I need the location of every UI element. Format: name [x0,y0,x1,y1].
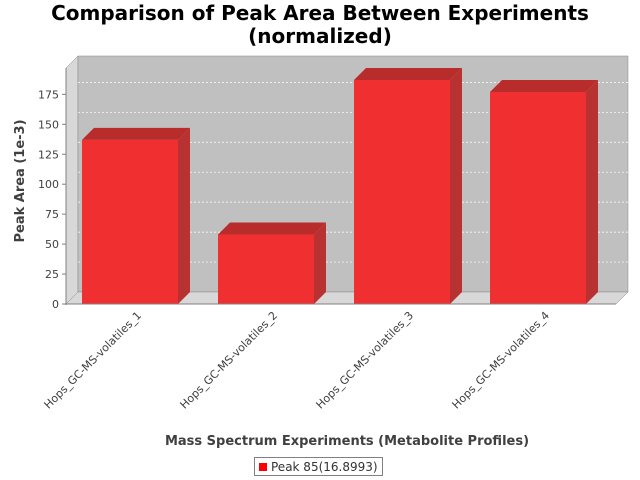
bar-top [354,67,462,80]
x-tick-label: Hops_GC-MS-volatiles_1 [42,309,145,412]
x-tick-label: Hops_GC-MS-volatiles_4 [450,309,553,412]
y-tick-label: 150 [38,118,59,131]
bar-front [354,79,450,304]
bar-side [178,127,190,304]
bar-front [218,234,314,304]
y-tick-label: 175 [38,88,59,101]
y-tick-label: 0 [52,298,59,311]
y-tick-label: 100 [38,178,59,191]
y-tick-label: 125 [38,148,59,161]
chart-title: Comparison of Peak Area Between Experime… [0,2,640,48]
bar-top [82,127,190,140]
bar-top [490,79,598,92]
bars [82,67,598,305]
bar-front [82,139,178,304]
y-axis-label: Peak Area (1e-3) [13,119,28,242]
y-tick-label: 25 [45,268,59,281]
chart-title-line2: (normalized) [248,24,392,48]
legend: Peak 85(16.8993) [254,457,383,476]
y-tick-label: 50 [45,238,59,251]
x-tick-label: Hops_GC-MS-volatiles_3 [314,309,417,412]
bar-top [218,222,326,235]
x-axis: Hops_GC-MS-volatiles_1 Hops_GC-MS-volatil… [42,303,616,412]
y-tick-label: 75 [45,208,59,221]
legend-swatch [259,462,267,471]
bar [354,67,462,304]
y-axis: 0 25 50 75 100 125 150 175 [38,68,67,311]
x-axis-label: Mass Spectrum Experiments (Metabolite Pr… [165,434,529,449]
bar [82,127,190,304]
x-tick-label: Hops_GC-MS-volatiles_2 [178,309,281,412]
bar [218,222,326,304]
bar [490,79,598,305]
chart-title-line1: Comparison of Peak Area Between Experime… [51,1,589,25]
bar-side [450,67,462,304]
bar-side [586,79,598,305]
bar-side [314,222,326,304]
legend-label: Peak 85(16.8993) [271,459,378,474]
left-wall [65,55,79,305]
bar-front [490,91,586,305]
